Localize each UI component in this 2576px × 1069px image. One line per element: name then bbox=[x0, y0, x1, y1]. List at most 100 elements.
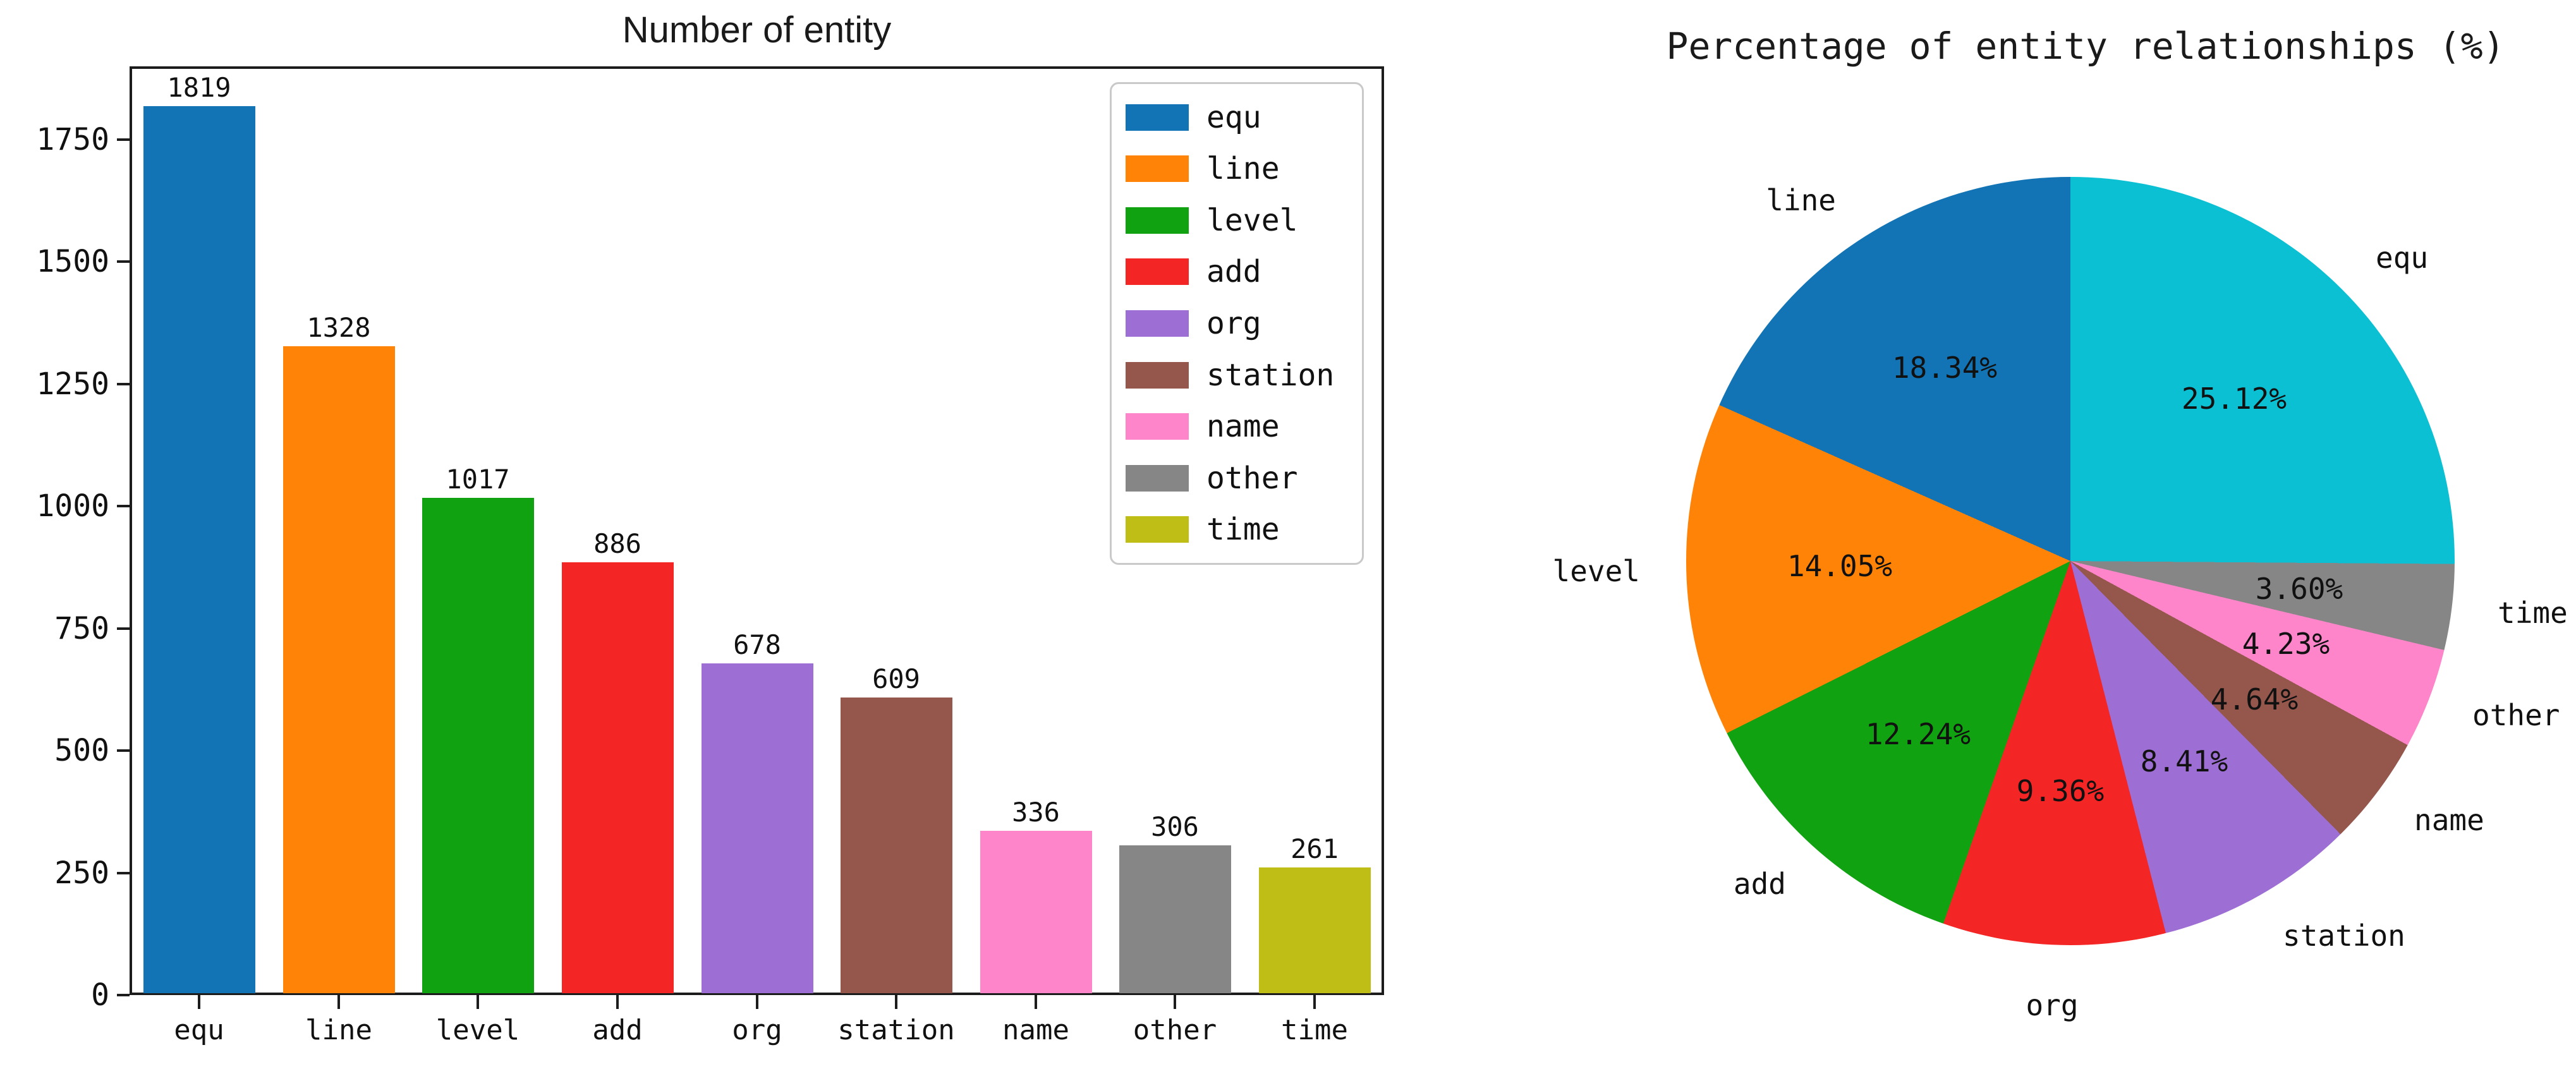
legend-item: org bbox=[1126, 308, 1348, 339]
y-tick-mark bbox=[117, 383, 130, 385]
pie-slice-label: level bbox=[1552, 554, 1640, 588]
y-tick-label: 1500 bbox=[36, 244, 109, 279]
legend-swatch bbox=[1126, 207, 1189, 234]
bar bbox=[562, 562, 674, 993]
legend-label: level bbox=[1206, 202, 1298, 238]
bar-value-label: 336 bbox=[1012, 797, 1060, 828]
pie-slice-percent: 12.24% bbox=[1865, 717, 1971, 751]
legend-item: add bbox=[1126, 257, 1348, 287]
legend-swatch bbox=[1126, 413, 1189, 440]
bar-chart-title: Number of entity bbox=[622, 9, 892, 51]
pie-slice-label: station bbox=[2283, 919, 2405, 953]
pie-slice-label: name bbox=[2414, 803, 2484, 837]
legend-item: name bbox=[1126, 411, 1348, 442]
x-tick-label: line bbox=[305, 1014, 372, 1046]
x-tick-label: station bbox=[837, 1014, 955, 1046]
legend-item: other bbox=[1126, 463, 1348, 493]
pie-slice-label: equ bbox=[2376, 241, 2429, 275]
legend-item: level bbox=[1126, 205, 1348, 236]
y-tick-label: 250 bbox=[54, 855, 109, 891]
legend-item: time bbox=[1126, 514, 1348, 545]
legend-swatch bbox=[1126, 104, 1189, 131]
legend-label: name bbox=[1206, 409, 1280, 445]
legend-swatch bbox=[1126, 155, 1189, 183]
legend-item: line bbox=[1126, 154, 1348, 184]
bar-value-label: 1819 bbox=[167, 72, 231, 103]
legend-swatch bbox=[1126, 361, 1189, 389]
bar-value-label: 261 bbox=[1291, 833, 1339, 864]
pie-slice-percent: 18.34% bbox=[1892, 351, 1998, 385]
pie bbox=[1686, 177, 2455, 945]
legend: equ line level add org station name other time bbox=[1110, 82, 1364, 565]
x-tick-mark bbox=[477, 995, 479, 1009]
bar bbox=[1119, 845, 1231, 993]
legend-item: station bbox=[1126, 360, 1348, 390]
x-tick-mark bbox=[616, 995, 619, 1009]
y-tick-label: 1250 bbox=[36, 366, 109, 402]
bar-value-label: 1328 bbox=[307, 312, 371, 343]
bar-value-label: 886 bbox=[593, 528, 641, 559]
x-tick-mark bbox=[1174, 995, 1176, 1009]
pie-slice-label: org bbox=[2026, 988, 2079, 1022]
x-tick-label: level bbox=[435, 1014, 520, 1046]
x-tick-label: org bbox=[732, 1014, 782, 1046]
legend-label: line bbox=[1206, 151, 1280, 187]
x-tick-label: add bbox=[592, 1014, 643, 1046]
bar bbox=[143, 106, 255, 993]
pie-slice-percent: 4.64% bbox=[2210, 682, 2299, 716]
y-tick-label: 750 bbox=[54, 611, 109, 646]
pie-slice-percent: 25.12% bbox=[2181, 382, 2287, 416]
legend-item: equ bbox=[1126, 102, 1348, 133]
x-tick-label: equ bbox=[174, 1014, 224, 1046]
pie-slice-label: line bbox=[1766, 183, 1836, 217]
y-tick-mark bbox=[117, 138, 130, 141]
x-tick-mark bbox=[337, 995, 340, 1009]
legend-swatch bbox=[1126, 310, 1189, 337]
bar bbox=[702, 663, 813, 993]
y-tick-label: 1750 bbox=[36, 122, 109, 157]
legend-label: org bbox=[1206, 305, 1261, 341]
x-tick-mark bbox=[1035, 995, 1037, 1009]
pie-slice-percent: 14.05% bbox=[1787, 549, 1893, 583]
y-tick-mark bbox=[117, 627, 130, 630]
bar bbox=[1259, 867, 1371, 993]
x-tick-mark bbox=[756, 995, 758, 1009]
x-tick-label: time bbox=[1281, 1014, 1348, 1046]
legend-label: other bbox=[1206, 460, 1298, 496]
legend-swatch bbox=[1126, 464, 1189, 492]
legend-swatch bbox=[1126, 516, 1189, 543]
legend-label: station bbox=[1206, 357, 1335, 393]
pie-slice-percent: 4.23% bbox=[2242, 627, 2330, 661]
bar-value-label: 306 bbox=[1151, 811, 1199, 842]
pie-slice-label: time bbox=[2498, 596, 2568, 630]
x-tick-mark bbox=[1313, 995, 1316, 1009]
x-tick-mark bbox=[895, 995, 897, 1009]
bar bbox=[980, 831, 1092, 993]
legend-swatch bbox=[1126, 258, 1189, 286]
bar-value-label: 1017 bbox=[446, 464, 510, 495]
y-tick-mark bbox=[117, 994, 130, 996]
legend-label: add bbox=[1206, 254, 1261, 290]
pie-slice-percent: 9.36% bbox=[2016, 774, 2105, 808]
y-tick-mark bbox=[117, 872, 130, 874]
y-tick-mark bbox=[117, 749, 130, 752]
x-tick-label: name bbox=[1002, 1014, 1069, 1046]
y-tick-label: 1000 bbox=[36, 488, 109, 524]
pie-chart-title: Percentage of entity relationships (%) bbox=[1666, 25, 2505, 68]
pie-slice-percent: 8.41% bbox=[2140, 744, 2228, 778]
y-tick-label: 0 bbox=[91, 977, 109, 1013]
legend-label: equ bbox=[1206, 99, 1261, 135]
bar bbox=[422, 498, 534, 993]
bar bbox=[283, 346, 395, 993]
bar-value-label: 609 bbox=[872, 663, 920, 694]
y-tick-mark bbox=[117, 505, 130, 507]
pie-slice-label: add bbox=[1733, 867, 1786, 901]
bar-value-label: 678 bbox=[733, 629, 781, 660]
x-tick-mark bbox=[198, 995, 200, 1009]
pie-slice-label: other bbox=[2472, 698, 2560, 732]
y-tick-mark bbox=[117, 260, 130, 263]
x-tick-label: other bbox=[1133, 1014, 1217, 1046]
bar bbox=[841, 698, 952, 993]
legend-label: time bbox=[1206, 512, 1280, 548]
y-tick-label: 500 bbox=[54, 733, 109, 768]
